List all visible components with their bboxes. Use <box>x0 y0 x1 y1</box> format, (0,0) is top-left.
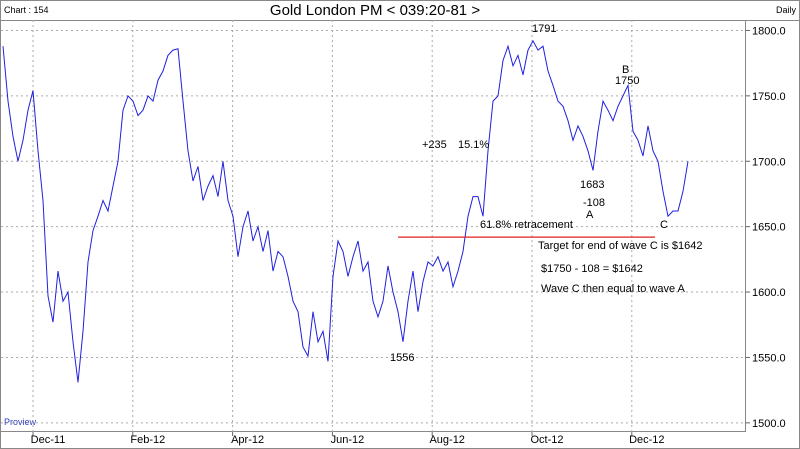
y-tick-label: 1750.0 <box>752 91 786 103</box>
x-tick-label: Aug-12 <box>429 434 464 446</box>
plot-frame <box>0 20 746 432</box>
annotation: 61.8% retracement <box>480 219 573 231</box>
x-tick-label: Jun-12 <box>331 434 365 446</box>
price-line <box>2 39 689 383</box>
annotation: A <box>586 209 594 221</box>
y-tick-label: 1800.0 <box>752 25 786 37</box>
x-tick-label: Dec-12 <box>629 434 664 446</box>
x-tick-label: Feb-12 <box>130 434 165 446</box>
annotation: 1556 <box>390 352 414 364</box>
watermark: Proview <box>4 417 37 427</box>
annotation: C <box>660 219 668 231</box>
x-tick-label: Dec-11 <box>31 434 66 446</box>
annotation: 1750 <box>615 75 639 87</box>
x-tick-label: Oct-12 <box>530 434 563 446</box>
annotation: 1683 <box>580 179 604 191</box>
y-tick-label: 1700.0 <box>752 156 786 168</box>
x-tick-label: Apr-12 <box>231 434 264 446</box>
annotation: 15.1% <box>458 139 489 151</box>
annotation: Target for end of wave C is $1642 <box>538 240 702 252</box>
chart-title: Gold London PM < 039:20-81 > <box>270 2 480 19</box>
annotation: Wave C then equal to wave A <box>541 283 686 295</box>
annotation: B <box>622 64 629 76</box>
y-tick-label: 1550.0 <box>752 352 786 364</box>
annotation: $1750 - 108 = $1642 <box>541 263 643 275</box>
annotation: +235 <box>422 139 447 151</box>
y-tick-label: 1650.0 <box>752 222 786 234</box>
y-tick-label: 1600.0 <box>752 287 786 299</box>
y-tick-label: 1500.0 <box>752 418 786 430</box>
annotation: 1791 <box>532 23 556 35</box>
annotation: -108 <box>583 197 605 209</box>
period: Daily <box>776 5 797 15</box>
chart-label: Chart : 154 <box>4 5 49 15</box>
